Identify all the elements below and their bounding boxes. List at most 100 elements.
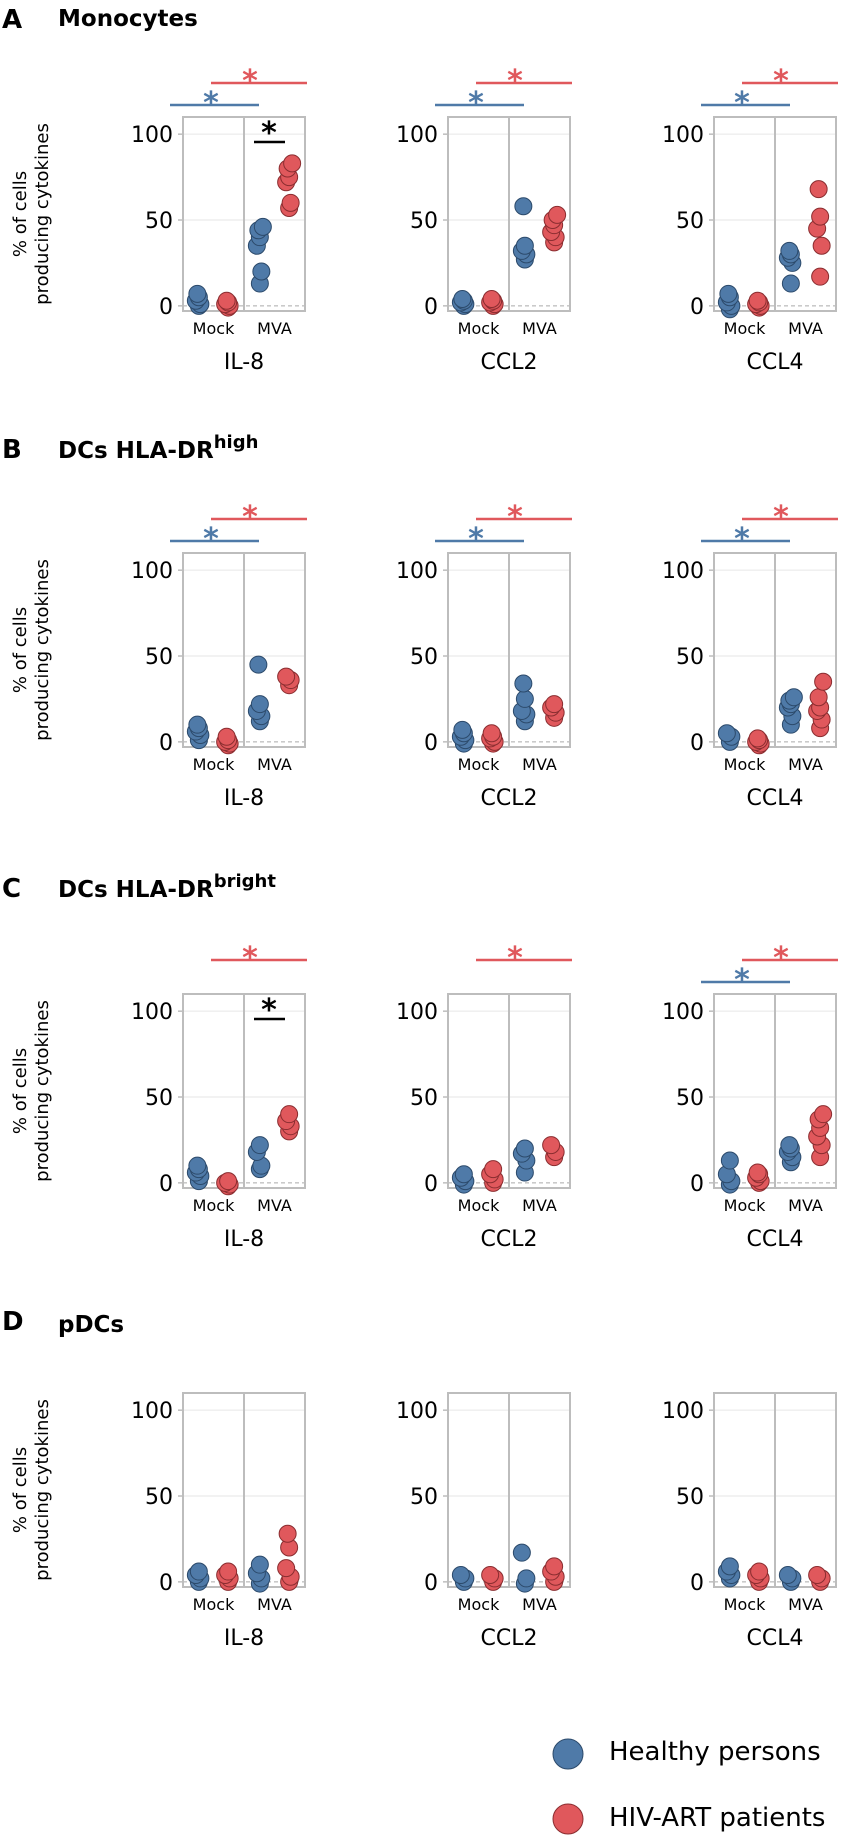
x-category-mva: MVA bbox=[788, 1595, 823, 1614]
subplot-ccl4: 0 50 100 Mock MVA CCL4 bbox=[662, 1392, 837, 1651]
y-tick-label: 100 bbox=[396, 1000, 438, 1025]
point-hiv-mock bbox=[219, 1562, 238, 1581]
panel-title-b-sup: high bbox=[214, 432, 259, 453]
y-tick-label: 100 bbox=[662, 1399, 704, 1424]
x-category-mock: Mock bbox=[458, 755, 500, 774]
point-healthy-mock bbox=[720, 1557, 739, 1576]
sig-star-hiv: * bbox=[242, 941, 258, 976]
y-axis-label: % of cellsproducing cytokines bbox=[10, 123, 53, 305]
panel-a: % of cellsproducing cytokines 0 50 100 Mock M… bbox=[10, 64, 838, 375]
point-healthy-mva bbox=[514, 674, 533, 693]
panel-letter-a: A bbox=[2, 5, 22, 35]
y-axis-label-line-1: % of cells bbox=[10, 1048, 31, 1134]
point-healthy-mva bbox=[781, 274, 800, 293]
y-tick-label: 50 bbox=[145, 645, 173, 670]
y-tick-label: 50 bbox=[676, 645, 704, 670]
point-hiv-mock bbox=[748, 291, 767, 310]
y-axis-label-line-2: producing cytokines bbox=[32, 559, 53, 741]
point-healthy-mock bbox=[188, 284, 207, 303]
legend-healthy-label: Healthy persons bbox=[609, 1737, 821, 1767]
point-healthy-mva bbox=[778, 1565, 797, 1584]
y-axis-label: % of cellsproducing cytokines bbox=[10, 1000, 53, 1182]
y-tick-label: 50 bbox=[676, 1485, 704, 1510]
x-category-mock: Mock bbox=[193, 1595, 235, 1614]
subplot-ccl4: 0 50 100 Mock MVA CCL4 * * bbox=[662, 941, 838, 1252]
point-hiv-mva bbox=[809, 180, 828, 199]
point-healthy-mock bbox=[454, 1165, 473, 1184]
y-axis-label-line-2: producing cytokines bbox=[32, 1399, 53, 1581]
x-category-mock: Mock bbox=[193, 319, 235, 338]
y-tick-label: 50 bbox=[410, 645, 438, 670]
x-category-mock: Mock bbox=[458, 1595, 500, 1614]
sig-star-hiv: * bbox=[242, 64, 258, 99]
point-healthy-mock bbox=[189, 1562, 208, 1581]
x-category-mock: Mock bbox=[458, 319, 500, 338]
point-healthy-mva bbox=[784, 688, 803, 707]
y-tick-label: 100 bbox=[131, 1000, 173, 1025]
cytokine-label: IL-8 bbox=[224, 1227, 264, 1252]
y-tick-label: 100 bbox=[396, 1399, 438, 1424]
sig-star-healthy: * bbox=[203, 86, 219, 121]
point-healthy-mock bbox=[453, 720, 472, 739]
cytokine-label: CCL2 bbox=[481, 1227, 538, 1252]
sig-star-healthy: * bbox=[734, 522, 750, 557]
cytokine-label: IL-8 bbox=[224, 786, 264, 811]
y-tick-label: 100 bbox=[662, 1000, 704, 1025]
point-hiv-mock bbox=[748, 729, 767, 748]
cytokine-label: IL-8 bbox=[224, 1626, 264, 1651]
sig-star-between-groups: * bbox=[261, 116, 277, 151]
point-hiv-mock bbox=[219, 1172, 238, 1191]
point-hiv-mva bbox=[277, 667, 296, 686]
y-axis-label: % of cellsproducing cytokines bbox=[10, 1399, 53, 1581]
point-healthy-mva bbox=[250, 1555, 269, 1574]
y-tick-label: 0 bbox=[424, 1172, 438, 1197]
point-hiv-mva bbox=[278, 1524, 297, 1543]
point-hiv-mva bbox=[545, 1557, 564, 1576]
y-tick-label: 0 bbox=[424, 1571, 438, 1596]
y-tick-label: 0 bbox=[690, 295, 704, 320]
x-category-mva: MVA bbox=[522, 1196, 557, 1215]
x-category-mock: Mock bbox=[724, 755, 766, 774]
sig-star-healthy: * bbox=[734, 86, 750, 121]
panel-b: % of cellsproducing cytokines 0 50 100 Mock M… bbox=[10, 500, 838, 811]
x-category-mock: Mock bbox=[193, 1196, 235, 1215]
subplot-il-8: 0 50 100 Mock MVA IL-8 bbox=[131, 1392, 306, 1651]
x-category-mock: Mock bbox=[724, 1196, 766, 1215]
point-healthy-mva bbox=[250, 695, 269, 714]
x-category-mva: MVA bbox=[522, 1595, 557, 1614]
x-category-mva: MVA bbox=[522, 755, 557, 774]
subplot-ccl2: 0 50 100 Mock MVA CCL2 * bbox=[396, 941, 572, 1252]
point-healthy-mva bbox=[780, 1136, 799, 1155]
y-tick-label: 100 bbox=[131, 559, 173, 584]
point-hiv-mock bbox=[482, 724, 501, 743]
x-category-mock: Mock bbox=[458, 1196, 500, 1215]
y-tick-label: 0 bbox=[424, 731, 438, 756]
sig-star-hiv: * bbox=[507, 64, 523, 99]
panel-title-c-sup: bright bbox=[214, 871, 277, 892]
point-hiv-mva bbox=[808, 1565, 827, 1584]
y-tick-label: 100 bbox=[131, 1399, 173, 1424]
point-healthy-mock bbox=[717, 724, 736, 743]
x-category-mva: MVA bbox=[257, 319, 292, 338]
y-tick-label: 100 bbox=[131, 123, 173, 148]
sig-star-hiv: * bbox=[773, 941, 789, 976]
sig-star-healthy: * bbox=[203, 522, 219, 557]
point-hiv-mva bbox=[283, 154, 302, 173]
y-tick-label: 0 bbox=[159, 1172, 173, 1197]
y-tick-label: 50 bbox=[676, 1086, 704, 1111]
legend: Healthy persons HIV-ART patients bbox=[552, 1737, 825, 1835]
y-tick-label: 50 bbox=[676, 209, 704, 234]
point-healthy-mock bbox=[188, 715, 207, 734]
y-tick-label: 0 bbox=[690, 1571, 704, 1596]
cytokine-label: CCL4 bbox=[747, 1626, 804, 1651]
y-tick-label: 0 bbox=[159, 731, 173, 756]
sig-star-between-groups: * bbox=[261, 993, 277, 1028]
cytokine-label: CCL4 bbox=[747, 1227, 804, 1252]
y-axis-label-line-1: % of cells bbox=[10, 607, 31, 693]
panel-letter-c: C bbox=[2, 874, 21, 904]
y-tick-label: 50 bbox=[145, 1086, 173, 1111]
